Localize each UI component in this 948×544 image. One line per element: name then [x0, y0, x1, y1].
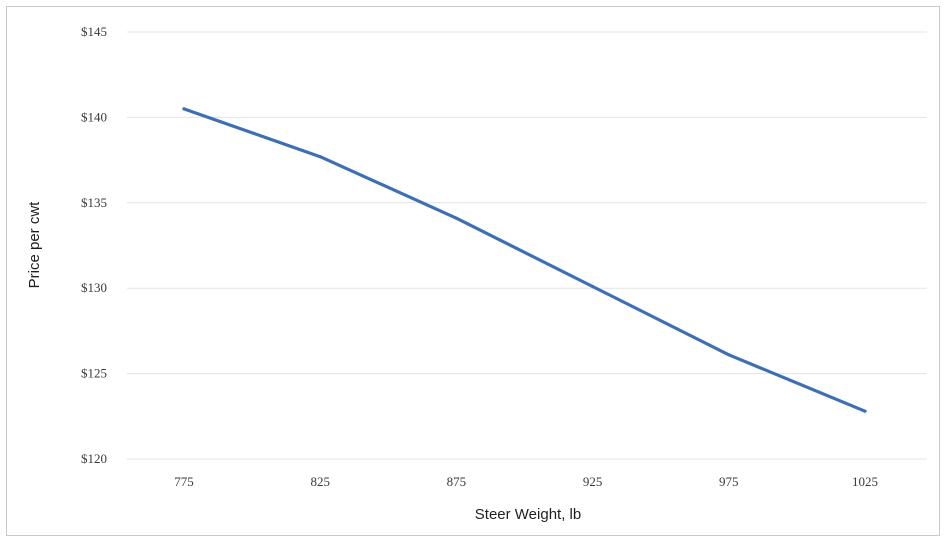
- chart-frame: $120 $125 $130 $135 $140 $145 775 825 875 925 975…: [6, 6, 940, 536]
- y-tick-label: $140: [81, 109, 107, 124]
- data-point: [454, 216, 458, 220]
- y-axis-title: Price per cwt: [26, 201, 43, 289]
- data-point: [591, 284, 595, 289]
- series-layer: [182, 107, 867, 413]
- line-chart: $120 $125 $130 $135 $140 $145 775 825 875 925 975…: [26, 24, 927, 523]
- data-point: [318, 155, 322, 159]
- y-tick-label: $130: [81, 280, 107, 295]
- data-point: [182, 107, 186, 111]
- y-tick-label: $145: [81, 24, 107, 39]
- data-point: [863, 409, 867, 413]
- x-tick-label: 875: [447, 474, 467, 489]
- y-axis-ticks: $120 $125 $130 $135 $140 $145: [81, 24, 107, 466]
- x-tick-label: 975: [719, 474, 739, 489]
- x-axis-title: Steer Weight, lb: [475, 506, 581, 523]
- x-tick-label: 1025: [852, 474, 878, 489]
- y-tick-label: $120: [81, 451, 107, 466]
- x-axis-ticks: 775 825 875 925 975 1025: [174, 474, 878, 489]
- x-tick-label: 925: [583, 474, 603, 489]
- y-tick-label: $135: [81, 195, 107, 210]
- data-point: [727, 353, 731, 357]
- series-line: [182, 107, 867, 413]
- y-tick-label: $125: [81, 366, 107, 381]
- x-tick-label: 775: [174, 474, 194, 489]
- x-tick-label: 825: [310, 474, 330, 489]
- gridlines: [127, 31, 927, 460]
